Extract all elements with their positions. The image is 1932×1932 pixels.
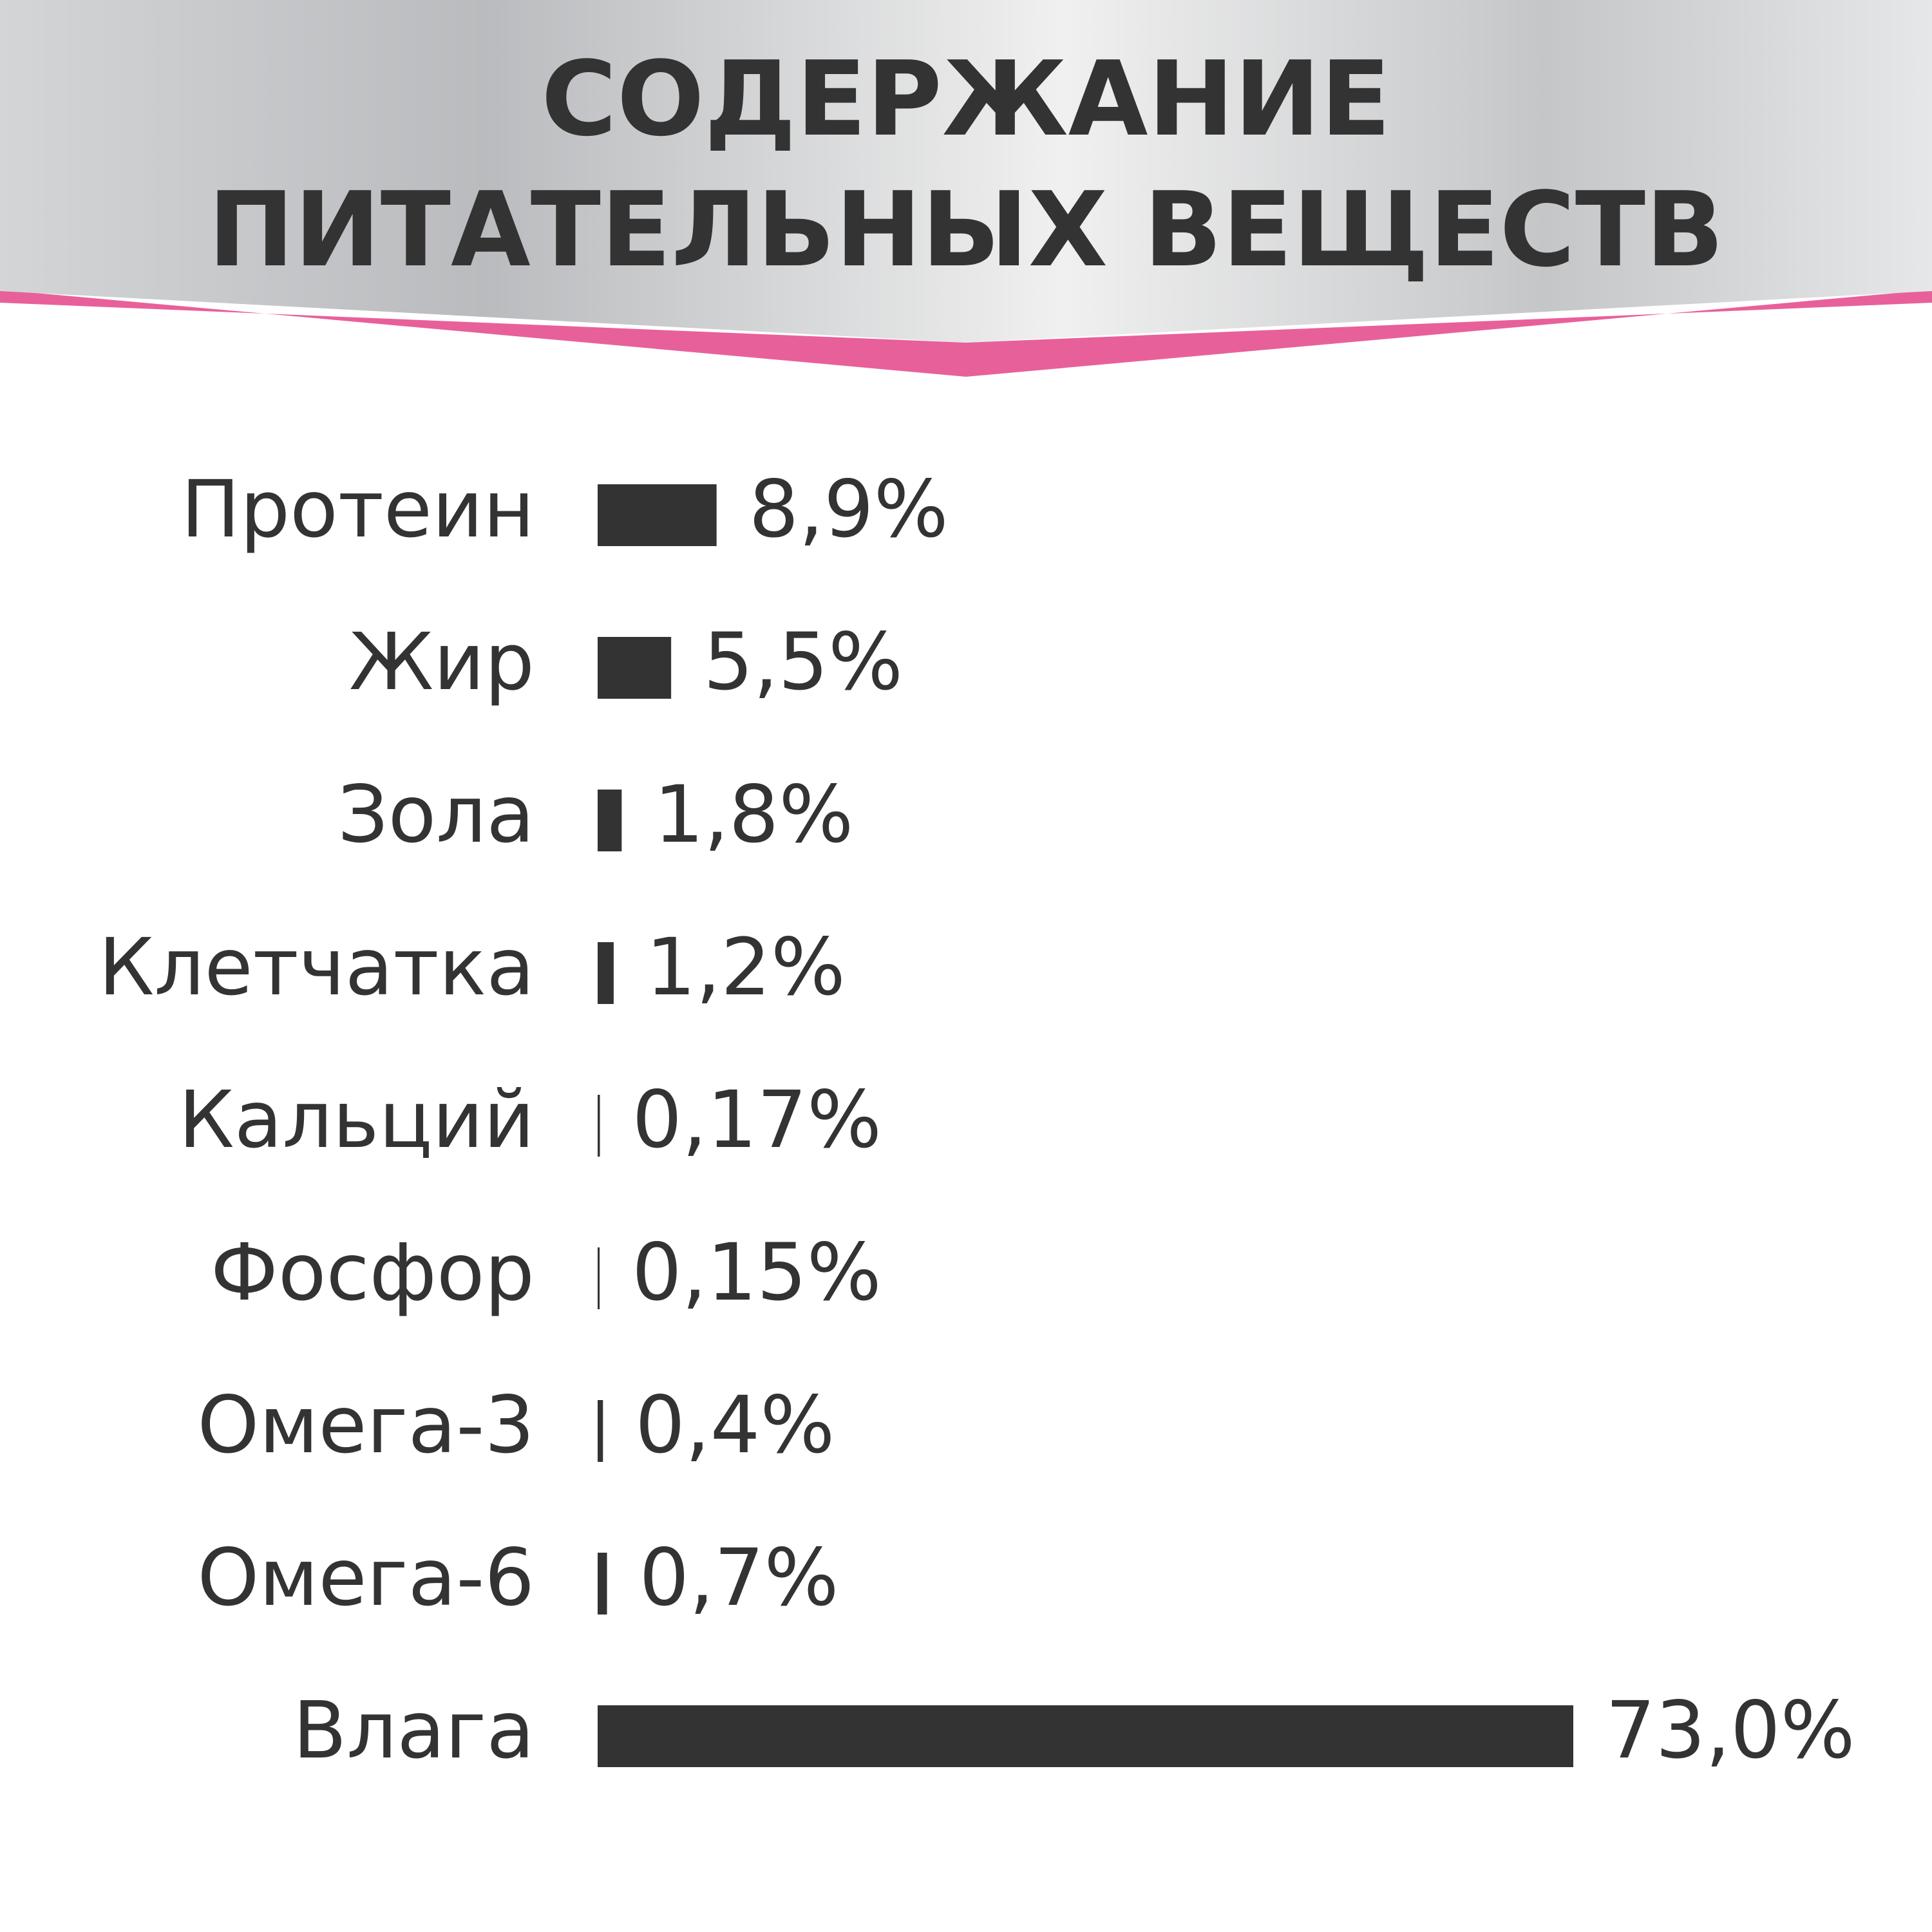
category-label: Кальций bbox=[178, 1074, 535, 1166]
bar bbox=[598, 1705, 1573, 1767]
category-label: Фосфор bbox=[211, 1227, 535, 1318]
value-label: 0,7% bbox=[639, 1532, 839, 1624]
value-label: 0,17% bbox=[632, 1074, 882, 1166]
bar bbox=[598, 942, 614, 1004]
category-label: Влага bbox=[293, 1685, 535, 1776]
value-label: 73,0% bbox=[1605, 1685, 1855, 1776]
category-label: Зола bbox=[337, 769, 535, 860]
category-label: Клетчатка bbox=[99, 922, 535, 1013]
category-label: Омега-3 bbox=[197, 1379, 535, 1471]
bar bbox=[598, 790, 622, 851]
header-band bbox=[0, 0, 1932, 343]
bar bbox=[598, 1400, 603, 1462]
category-label: Жир bbox=[349, 616, 535, 708]
header-accent bbox=[0, 290, 1932, 377]
value-label: 1,2% bbox=[646, 922, 846, 1013]
value-label: 0,4% bbox=[635, 1379, 835, 1471]
value-label: 8,9% bbox=[749, 464, 949, 555]
category-label: Омега-6 bbox=[197, 1532, 535, 1624]
chart-title: ПИТАТЕЛЬНЫХ ВЕЩЕСТВ bbox=[208, 169, 1724, 290]
value-label: 0,15% bbox=[632, 1227, 882, 1318]
value-label: 5,5% bbox=[703, 616, 903, 708]
category-label: Протеин bbox=[181, 464, 535, 555]
bar bbox=[598, 1553, 607, 1615]
bar bbox=[598, 484, 717, 546]
bar bbox=[598, 1095, 600, 1157]
bar bbox=[598, 637, 672, 699]
value-label: 1,8% bbox=[654, 769, 853, 860]
chart-title: СОДЕРЖАНИЕ bbox=[541, 39, 1390, 159]
bar bbox=[598, 1247, 600, 1309]
